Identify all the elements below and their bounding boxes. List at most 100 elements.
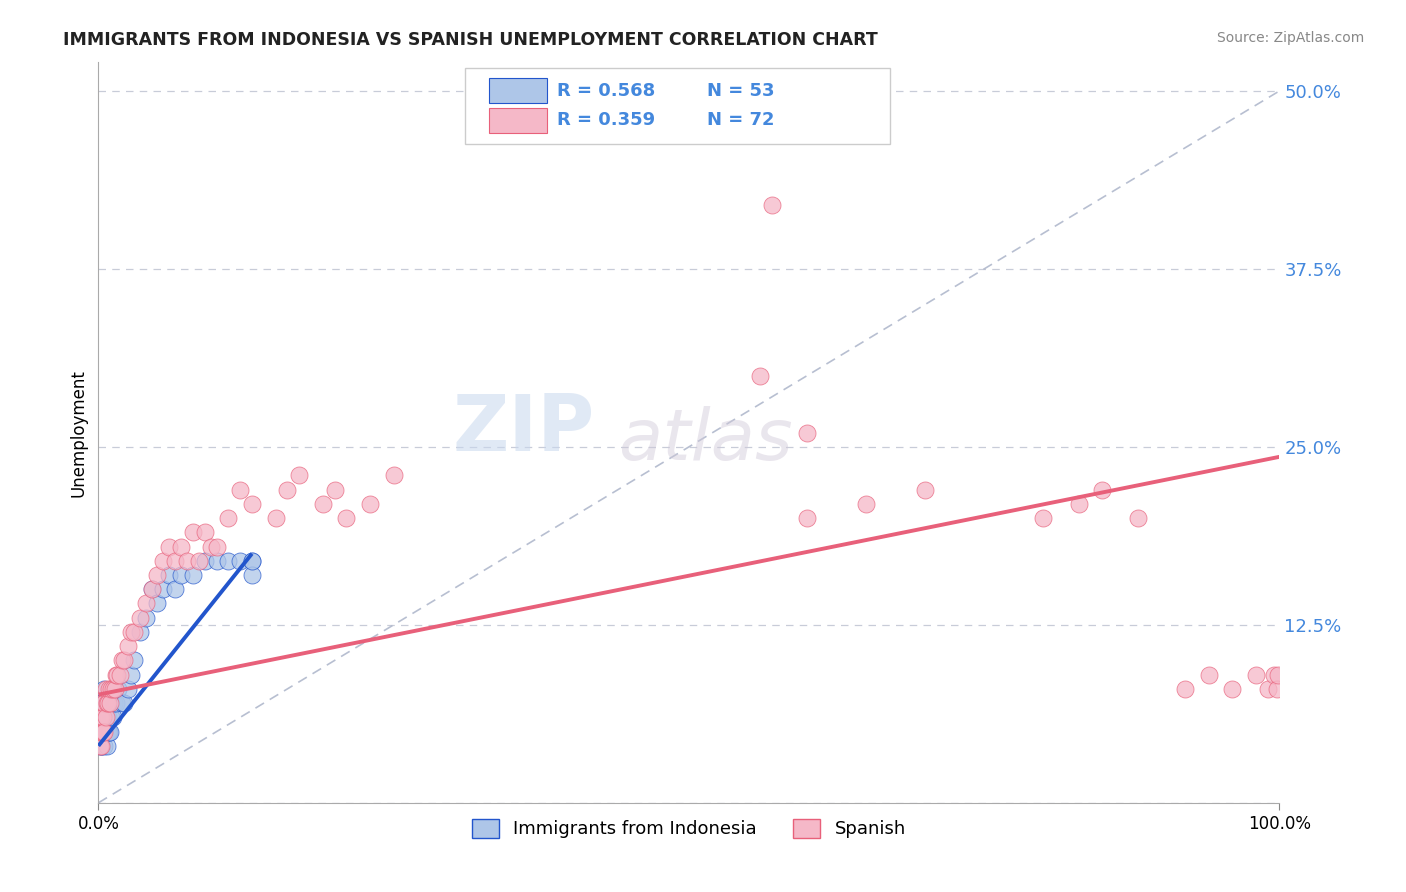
Point: [90, 724, 112, 739]
Point: [194, 525, 217, 540]
Point: [91, 724, 114, 739]
Point: [96, 739, 118, 753]
Point: [240, 497, 263, 511]
Point: [111, 696, 134, 710]
Text: IMMIGRANTS FROM INDONESIA VS SPANISH UNEMPLOYMENT CORRELATION CHART: IMMIGRANTS FROM INDONESIA VS SPANISH UNE…: [63, 31, 877, 49]
Point: [103, 696, 125, 710]
Point: [152, 554, 174, 568]
Point: [240, 554, 263, 568]
Point: [761, 198, 783, 212]
Point: [200, 540, 222, 554]
Point: [108, 667, 131, 681]
Point: [122, 624, 145, 639]
Point: [91, 724, 114, 739]
Point: [101, 681, 124, 696]
Point: [121, 667, 143, 681]
Point: [205, 540, 228, 554]
Point: [96, 696, 118, 710]
Point: [89, 724, 111, 739]
Point: [97, 724, 120, 739]
Point: [288, 468, 311, 483]
Point: [105, 696, 128, 710]
Point: [141, 582, 163, 597]
Point: [98, 696, 121, 710]
Point: [107, 681, 129, 696]
Point: [112, 696, 135, 710]
Point: [111, 653, 134, 667]
Point: [146, 568, 169, 582]
Point: [796, 511, 818, 525]
Point: [1263, 667, 1285, 681]
Point: [1267, 667, 1289, 681]
Point: [94, 681, 117, 696]
Point: [96, 696, 118, 710]
Point: [91, 724, 114, 739]
Point: [117, 639, 139, 653]
Point: [100, 710, 122, 724]
Point: [359, 497, 381, 511]
Point: [1198, 667, 1220, 681]
Point: [1257, 681, 1279, 696]
Point: [91, 739, 114, 753]
Point: [98, 724, 121, 739]
Point: [91, 710, 114, 724]
Point: [90, 696, 112, 710]
Point: [240, 554, 263, 568]
Point: [1220, 681, 1243, 696]
Text: R = 0.359: R = 0.359: [557, 112, 655, 129]
Point: [90, 710, 112, 724]
Point: [128, 610, 150, 624]
FancyBboxPatch shape: [489, 78, 547, 103]
Point: [1126, 511, 1149, 525]
Point: [141, 582, 163, 597]
Point: [165, 554, 187, 568]
Point: [1174, 681, 1197, 696]
Point: [796, 425, 818, 440]
Point: [240, 568, 263, 582]
Point: [94, 710, 117, 724]
Point: [101, 710, 124, 724]
FancyBboxPatch shape: [489, 108, 547, 133]
Point: [112, 653, 135, 667]
Point: [176, 554, 198, 568]
Point: [181, 568, 204, 582]
Point: [97, 710, 120, 724]
Point: [1244, 667, 1267, 681]
Point: [152, 582, 174, 597]
Point: [264, 511, 287, 525]
Text: ZIP: ZIP: [453, 391, 595, 467]
Point: [93, 681, 115, 696]
Point: [96, 724, 118, 739]
Point: [93, 724, 115, 739]
Point: [90, 724, 112, 739]
Point: [323, 483, 346, 497]
Point: [914, 483, 936, 497]
Point: [89, 710, 111, 724]
Point: [98, 681, 121, 696]
Point: [855, 497, 877, 511]
Point: [187, 554, 209, 568]
Point: [122, 653, 145, 667]
Point: [90, 739, 112, 753]
Point: [312, 497, 335, 511]
Point: [1067, 497, 1090, 511]
Point: [748, 368, 770, 383]
Point: [170, 540, 193, 554]
Point: [98, 696, 121, 710]
Point: [91, 710, 114, 724]
Point: [194, 554, 217, 568]
Point: [117, 681, 139, 696]
Point: [181, 525, 204, 540]
Point: [217, 554, 239, 568]
Point: [91, 696, 114, 710]
Text: atlas: atlas: [619, 406, 793, 475]
Y-axis label: Unemployment: Unemployment: [69, 368, 87, 497]
Point: [100, 681, 122, 696]
Legend: Immigrants from Indonesia, Spanish: Immigrants from Indonesia, Spanish: [465, 812, 912, 846]
Point: [89, 739, 111, 753]
Text: N = 53: N = 53: [707, 81, 775, 100]
Point: [90, 710, 112, 724]
Text: R = 0.568: R = 0.568: [557, 81, 655, 100]
Point: [94, 724, 117, 739]
Point: [135, 610, 157, 624]
